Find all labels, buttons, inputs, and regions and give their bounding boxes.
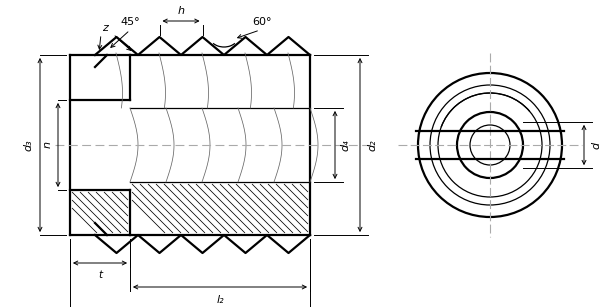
Text: n: n (43, 142, 53, 149)
Text: l₂: l₂ (216, 295, 224, 305)
Text: h: h (178, 6, 185, 16)
Text: d: d (591, 142, 600, 149)
Text: d₂: d₂ (367, 139, 377, 151)
Text: d₃: d₃ (23, 139, 33, 151)
Text: 60°: 60° (252, 17, 272, 27)
Text: d₄: d₄ (340, 139, 350, 151)
Text: t: t (98, 270, 102, 280)
Text: 45°: 45° (120, 17, 140, 27)
Text: z: z (102, 23, 108, 33)
